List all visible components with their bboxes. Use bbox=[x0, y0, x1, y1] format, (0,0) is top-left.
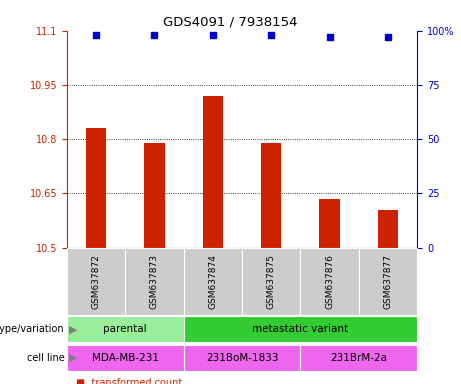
Bar bbox=[125, 248, 183, 315]
Text: GSM637875: GSM637875 bbox=[267, 254, 276, 309]
Bar bbox=[301, 345, 417, 371]
Bar bbox=[319, 199, 340, 248]
Bar bbox=[67, 248, 125, 315]
Bar bbox=[183, 345, 301, 371]
Bar bbox=[301, 248, 359, 315]
Bar bbox=[378, 210, 398, 248]
Text: GSM637876: GSM637876 bbox=[325, 254, 334, 309]
Text: parental: parental bbox=[103, 324, 147, 334]
Bar bbox=[144, 143, 165, 248]
Text: metastatic variant: metastatic variant bbox=[252, 324, 349, 334]
Text: 231BoM-1833: 231BoM-1833 bbox=[206, 353, 278, 363]
Bar bbox=[183, 316, 417, 342]
Text: GSM637873: GSM637873 bbox=[150, 254, 159, 309]
Text: GSM637872: GSM637872 bbox=[92, 254, 100, 309]
Text: cell line: cell line bbox=[27, 353, 65, 363]
Text: ▶: ▶ bbox=[69, 324, 77, 334]
Text: 231BrM-2a: 231BrM-2a bbox=[331, 353, 387, 363]
Bar bbox=[86, 128, 106, 248]
Bar bbox=[359, 248, 417, 315]
Text: GDS4091 / 7938154: GDS4091 / 7938154 bbox=[163, 15, 298, 28]
Bar bbox=[67, 345, 183, 371]
Bar bbox=[261, 143, 281, 248]
Bar bbox=[202, 96, 223, 248]
Text: ■  transformed count: ■ transformed count bbox=[76, 378, 182, 384]
Text: GSM637874: GSM637874 bbox=[208, 254, 217, 309]
Text: genotype/variation: genotype/variation bbox=[0, 324, 65, 334]
Bar bbox=[242, 248, 301, 315]
Bar bbox=[67, 316, 183, 342]
Text: ▶: ▶ bbox=[69, 353, 77, 363]
Bar bbox=[183, 248, 242, 315]
Text: GSM637877: GSM637877 bbox=[384, 254, 392, 309]
Text: MDA-MB-231: MDA-MB-231 bbox=[92, 353, 159, 363]
